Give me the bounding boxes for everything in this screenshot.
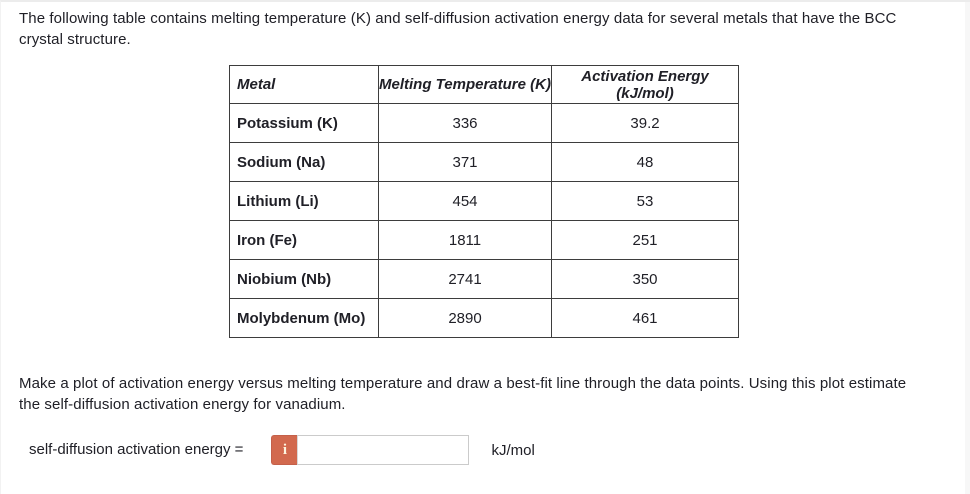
info-button[interactable]: i [271, 435, 298, 465]
metal-name: Niobium (Nb) [229, 259, 379, 299]
table-row: Sodium (Na) 371 48 [229, 142, 739, 182]
header-melting-temperature: Melting Temperature (K) [378, 65, 552, 104]
answer-row: self-diffusion activation energy = i kJ/… [29, 435, 535, 465]
activation-energy-value: 461 [551, 298, 739, 338]
header-activation-energy: Activation Energy (kJ/mol) [551, 65, 739, 104]
info-icon: i [282, 441, 288, 458]
table-row: Niobium (Nb) 2741 350 [229, 259, 739, 299]
table-row: Potassium (K) 336 39.2 [229, 103, 739, 143]
header-metal: Metal [229, 65, 379, 104]
table-row: Lithium (Li) 454 53 [229, 181, 739, 221]
metal-name: Iron (Fe) [229, 220, 379, 260]
table-row: Iron (Fe) 1811 251 [229, 220, 739, 260]
intro-line-1: The following table contains melting tem… [19, 10, 897, 27]
activation-energy-value: 48 [551, 142, 739, 182]
answer-label: self-diffusion activation energy = [29, 441, 244, 458]
metal-name: Potassium (K) [229, 103, 379, 143]
instruction-line-2: the self-diffusion activation energy for… [19, 396, 346, 413]
intro-paragraph: The following table contains melting tem… [19, 8, 896, 50]
activation-energy-value: 350 [551, 259, 739, 299]
melting-temperature-value: 454 [378, 181, 552, 221]
table-header-row: Metal Melting Temperature (K) Activation… [229, 65, 739, 104]
melting-temperature-value: 371 [378, 142, 552, 182]
melting-temperature-value: 2741 [378, 259, 552, 299]
activation-energy-value: 53 [551, 181, 739, 221]
right-edge-gutter [965, 2, 970, 494]
melting-temperature-value: 336 [378, 103, 552, 143]
melting-temperature-value: 2890 [378, 298, 552, 338]
activation-energy-value: 39.2 [551, 103, 739, 143]
melting-temperature-value: 1811 [378, 220, 552, 260]
metals-data-table: Metal Melting Temperature (K) Activation… [229, 65, 739, 338]
metal-name: Molybdenum (Mo) [229, 298, 379, 338]
metal-name: Sodium (Na) [229, 142, 379, 182]
activation-energy-input[interactable] [297, 435, 470, 465]
activation-energy-value: 251 [551, 220, 739, 260]
table-row: Molybdenum (Mo) 2890 461 [229, 298, 739, 338]
metal-name: Lithium (Li) [229, 181, 379, 221]
intro-line-2: crystal structure. [19, 31, 131, 48]
instruction-paragraph: Make a plot of activation energy versus … [19, 373, 906, 415]
unit-label: kJ/mol [491, 441, 535, 459]
instruction-line-1: Make a plot of activation energy versus … [19, 375, 907, 392]
